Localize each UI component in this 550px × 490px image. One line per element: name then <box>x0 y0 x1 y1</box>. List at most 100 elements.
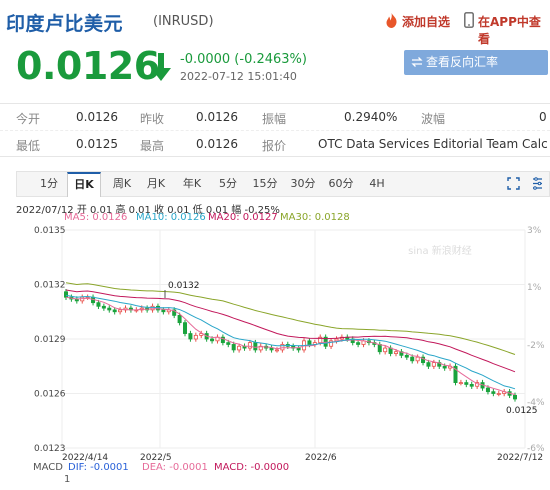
stat-label-prev-close: 昨收 <box>140 112 165 126</box>
candle <box>220 336 225 344</box>
kline-chart[interactable]: sina 新浪财经 0.0135 0.0132 0.0129 0.0126 0.0123… <box>0 222 550 462</box>
candle <box>410 356 415 362</box>
symbol-code: (INRUSD) <box>153 14 214 29</box>
pct-tick-label: -6% <box>527 444 545 454</box>
watermark-text: sina 新浪财经 <box>408 244 472 257</box>
candle <box>247 342 252 349</box>
x-tick-label: 2022/6 <box>305 453 337 462</box>
candle <box>496 393 501 395</box>
add-watchlist-link[interactable]: 添加自选 <box>402 15 451 29</box>
stat-value-amplitude: 0.2940% <box>344 110 398 124</box>
current-price: 0.0126 <box>16 44 160 88</box>
ma10-label: MA10: 0.0126 <box>136 212 206 223</box>
chart-grid <box>61 229 526 449</box>
candle <box>307 340 312 345</box>
stats-row: 最低 0.0125 最高 0.0126 报价 OTC Data Services… <box>0 131 550 158</box>
settings-icon[interactable] <box>531 177 544 190</box>
candle <box>356 342 361 345</box>
fullscreen-icon[interactable] <box>507 177 520 190</box>
candle <box>226 342 231 345</box>
low-label: 0.0125 <box>506 406 538 416</box>
ma30-line <box>65 282 516 355</box>
annotations: 0.0132 0.0125 <box>164 281 538 416</box>
page-title: 印度卢比美元 <box>6 13 124 35</box>
candle <box>491 391 496 394</box>
y-tick-label: 0.0135 <box>34 226 66 236</box>
pct-tick-label: 1% <box>527 283 542 293</box>
reverse-rate-label: 查看反向汇率 USDINR <box>426 55 499 94</box>
candle <box>274 349 279 352</box>
ma10-line <box>65 294 516 390</box>
candle <box>323 336 328 347</box>
stat-label-low: 最低 <box>16 139 41 153</box>
price-change: -0.0000 (-0.2463%) <box>180 52 307 67</box>
pct-axis-labels: 3% 1% -2% -4% -6% <box>527 226 545 454</box>
stat-label-range: 波幅 <box>421 112 446 126</box>
candle <box>426 362 431 367</box>
macd-dea: DEA: -0.0001 <box>142 462 208 473</box>
macd-scale: 1 <box>64 474 71 485</box>
candle <box>96 302 101 307</box>
candle <box>253 342 258 351</box>
candle <box>513 394 518 400</box>
ma20-label: MA20: 0.0127 <box>208 212 278 223</box>
candle <box>64 291 69 298</box>
reverse-rate-button[interactable]: 查看反向汇率 USDINR <box>404 50 548 94</box>
ma5-line <box>65 296 516 396</box>
tab-4h[interactable]: 4H <box>369 177 385 190</box>
candle <box>269 347 274 351</box>
stat-value-high: 0.0126 <box>196 137 238 151</box>
x-tick-label: 2022/5 <box>140 453 172 462</box>
stat-value-open: 0.0126 <box>76 110 118 124</box>
candle <box>161 309 166 313</box>
tab-daily-k[interactable]: 日K <box>67 172 101 197</box>
candle <box>118 309 123 313</box>
candle <box>280 344 285 351</box>
candle <box>188 333 193 340</box>
candle <box>421 356 426 364</box>
candle <box>469 384 474 387</box>
candle <box>150 305 155 311</box>
candle <box>172 309 177 316</box>
ma30-label: MA30: 0.0128 <box>280 212 350 223</box>
y-axis-labels: 0.0135 0.0132 0.0129 0.0126 0.0123 <box>34 226 66 454</box>
candle <box>237 345 242 351</box>
macd-dif: DIF: -0.0001 <box>68 462 129 473</box>
tab-monthly-k[interactable]: 月K <box>146 177 166 190</box>
flame-icon <box>386 13 397 28</box>
candle <box>329 340 334 347</box>
x-tick-label: 2022/4/14 <box>62 453 108 462</box>
y-tick-label: 0.0123 <box>34 444 66 454</box>
macd-label: MACD <box>33 462 63 473</box>
stat-label-open: 今开 <box>16 112 41 126</box>
pct-tick-label: 3% <box>527 226 542 236</box>
candle <box>101 305 106 309</box>
tab-15min[interactable]: 15分 <box>252 177 278 190</box>
tab-30min[interactable]: 30分 <box>290 177 316 190</box>
candle <box>453 365 458 384</box>
candle <box>107 307 112 311</box>
candle <box>458 382 463 385</box>
phone-icon <box>464 12 474 28</box>
stat-value-source: OTC Data Services Editorial Team Calc... <box>318 137 549 151</box>
tab-5min[interactable]: 5分 <box>219 177 237 190</box>
ma-lines <box>65 282 516 396</box>
tab-weekly-k[interactable]: 周K <box>112 177 132 190</box>
y-tick-label: 0.0126 <box>34 390 66 400</box>
tab-60min[interactable]: 60分 <box>328 177 354 190</box>
candle <box>442 365 447 369</box>
y-tick-label: 0.0129 <box>34 335 66 345</box>
stat-value-prev-close: 0.0126 <box>196 110 238 124</box>
period-tabs: 1分 日K 周K 月K 年K 5分 15分 30分 60分 4H <box>16 171 550 197</box>
stat-value-low: 0.0125 <box>76 137 118 151</box>
ma5-label: MA5: 0.0126 <box>64 212 128 223</box>
ma20-line <box>65 289 516 373</box>
tab-yearly-k[interactable]: 年K <box>182 177 202 190</box>
view-in-app-link[interactable]: 在APP中查看 <box>478 15 541 46</box>
pct-tick-label: -4% <box>527 398 545 408</box>
tab-1min[interactable]: 1分 <box>40 177 58 190</box>
quote-header: 印度卢比美元 (INRUSD) 添加自选 在APP中查看 <box>0 0 550 46</box>
stat-label-source: 报价 <box>262 139 287 153</box>
x-axis-labels: 2022/4/14 2022/5 2022/6 2022/7/12 <box>62 453 543 462</box>
